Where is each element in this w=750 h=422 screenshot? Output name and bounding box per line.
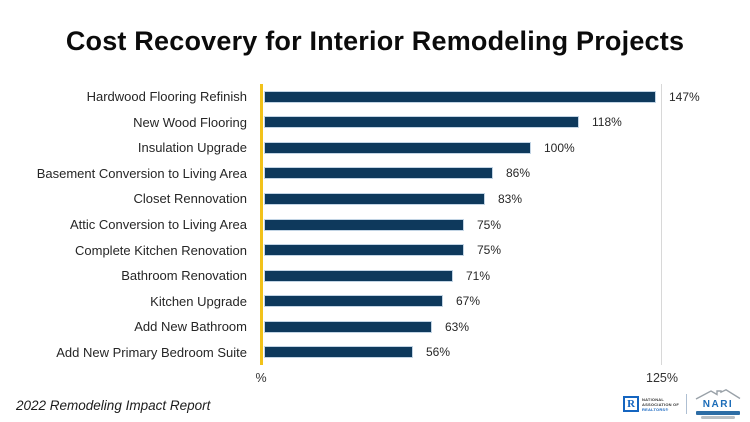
- footer-logos: R NATIONAL ASSOCIATION OF REALTORS® NARI: [623, 388, 742, 420]
- nar-logo-line: ASSOCIATION OF: [642, 401, 679, 407]
- value-label: 63%: [445, 319, 470, 334]
- nar-realtor-icon: R: [623, 396, 640, 412]
- chart-row: Complete Kitchen Renovation 75%: [0, 237, 750, 263]
- nari-logo-name: NARI: [702, 399, 734, 410]
- chart-title: Cost Recovery for Interior Remodeling Pr…: [65, 26, 685, 56]
- bar-track: 86%: [256, 161, 750, 187]
- bar-track: 67%: [256, 288, 750, 314]
- chart-row: Closet Rennovation 83%: [0, 186, 750, 212]
- chart-rows: Hardwood Flooring Refinish 147% New Wood F…: [0, 84, 750, 365]
- chart-row: Kitchen Upgrade 67%: [0, 288, 750, 314]
- value-label: 100%: [544, 140, 575, 155]
- chart-row: Insulation Upgrade 100%: [0, 135, 750, 161]
- bar: [264, 346, 413, 359]
- value-label: 75%: [477, 243, 502, 258]
- category-label: Closet Rennovation: [133, 191, 247, 207]
- x-axis-label-left: %: [255, 371, 267, 385]
- nari-logo: NARI: [694, 389, 742, 419]
- category-label: Complete Kitchen Renovation: [75, 242, 247, 258]
- chart-row: New Wood Flooring 118%: [0, 110, 750, 136]
- category-label: Hardwood Flooring Refinish: [86, 89, 247, 105]
- right-gridline: [661, 84, 662, 365]
- bar-track: 71%: [256, 263, 750, 289]
- nar-logo-line: REALTORS®: [642, 406, 669, 412]
- nar-logo-text: NATIONAL ASSOCIATION OF REALTORS®: [642, 397, 679, 412]
- nar-logo-line: NATIONAL: [642, 396, 665, 402]
- bar: [264, 167, 493, 180]
- category-label: Insulation Upgrade: [137, 140, 247, 156]
- bar-track: 83%: [256, 186, 750, 212]
- category-label: Attic Conversion to Living Area: [69, 217, 247, 232]
- source-note: 2022 Remodeling Impact Report: [16, 398, 211, 413]
- category-label: Bathroom Renovation: [121, 268, 247, 284]
- category-label: Add New Primary Bedroom Suite: [56, 344, 247, 360]
- value-label: 75%: [477, 217, 502, 232]
- bar: [264, 295, 443, 308]
- bar: [264, 244, 464, 257]
- bar: [264, 218, 464, 231]
- chart-row: Hardwood Flooring Refinish 147%: [0, 84, 750, 110]
- value-label: 86%: [506, 166, 531, 181]
- value-label: 118%: [592, 115, 622, 130]
- category-label: Basement Conversion to Living Area: [36, 165, 247, 181]
- bar: [264, 320, 432, 333]
- bar-track: 118%: [256, 110, 750, 136]
- bar-track: 75%: [256, 237, 750, 263]
- value-axis-line: [260, 84, 263, 365]
- bar: [264, 269, 453, 282]
- bar-track: 75%: [256, 212, 750, 238]
- bar: [264, 141, 531, 154]
- category-label: New Wood Flooring: [133, 114, 247, 130]
- bar: [264, 192, 485, 205]
- value-label: 147%: [669, 89, 700, 104]
- value-label: 71%: [466, 268, 491, 283]
- nari-roof-icon: [695, 389, 741, 400]
- nari-logo-subtext-bar: [696, 411, 740, 415]
- nari-logo-tagline-bar: [701, 416, 735, 419]
- value-label: 83%: [498, 191, 523, 206]
- value-label: 56%: [426, 345, 451, 360]
- chart-row: Add New Primary Bedroom Suite 56%: [0, 339, 750, 365]
- nar-logo: R NATIONAL ASSOCIATION OF REALTORS®: [623, 396, 679, 412]
- chart-row: Basement Conversion to Living Area 86%: [0, 161, 750, 187]
- chart-row: Add New Bathroom 63%: [0, 314, 750, 340]
- logo-divider: [686, 394, 687, 414]
- category-label: Kitchen Upgrade: [150, 293, 247, 309]
- category-label: Add New Bathroom: [134, 319, 247, 335]
- bar-track: 100%: [256, 135, 750, 161]
- bar-track: 147%: [256, 84, 750, 110]
- value-label: 67%: [456, 294, 481, 309]
- x-axis-label-right: 125%: [646, 371, 678, 385]
- chart-row: Bathroom Renovation 71%: [0, 263, 750, 289]
- bar-track: 56%: [256, 339, 750, 365]
- bar-track: 63%: [256, 314, 750, 340]
- bar: [264, 90, 656, 103]
- chart-row: Attic Conversion to Living Area 75%: [0, 212, 750, 238]
- bar: [264, 116, 579, 129]
